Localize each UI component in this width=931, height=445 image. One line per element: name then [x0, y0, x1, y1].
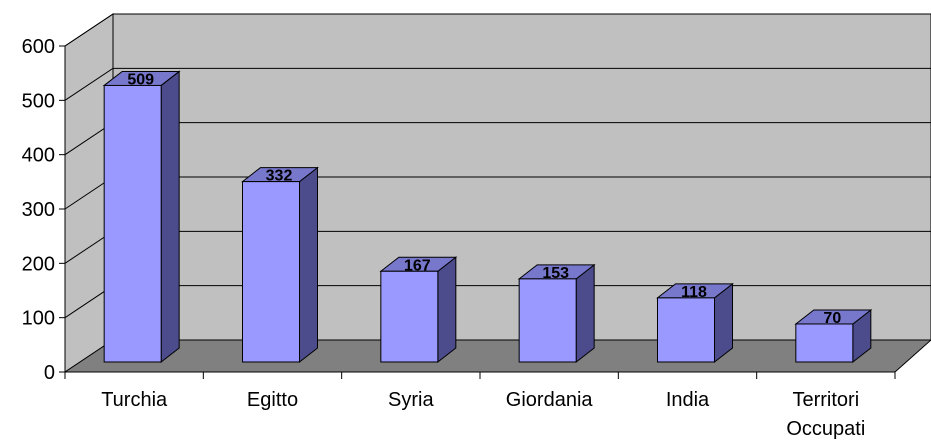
x-tick-label-line: India — [666, 389, 710, 411]
x-tick-label: Giordania — [506, 389, 594, 411]
bar — [242, 181, 300, 363]
y-tick-label: 100 — [22, 308, 55, 330]
data-label: 118 — [681, 284, 707, 301]
x-axis-labels: Turchia Egitto Syria Giordania India Territor… — [101, 389, 865, 440]
bar-side — [575, 263, 595, 364]
bar — [657, 297, 715, 363]
bar — [795, 323, 854, 363]
bar-territori-occupati: 70 — [794, 308, 873, 364]
bar-side — [299, 166, 318, 364]
data-label: 509 — [127, 71, 154, 88]
bar-india: 118 — [656, 282, 734, 364]
y-tick-label: 200 — [22, 253, 55, 275]
data-label: 167 — [404, 257, 431, 274]
data-label: 153 — [542, 265, 569, 282]
bar-side — [437, 256, 457, 364]
bar-giordania: 153 — [517, 263, 596, 364]
x-tick-label-line: Giordania — [506, 389, 594, 411]
bar-turchia: 509 — [102, 70, 181, 364]
y-tick-label: 0 — [44, 362, 55, 384]
y-tick-label: 500 — [22, 90, 55, 112]
bar-side — [160, 70, 180, 364]
gridline — [64, 13, 931, 47]
x-tick-label: Egitto — [247, 389, 298, 411]
y-axis-ticks: 0 100 200 300 400 500 600 — [22, 36, 65, 384]
bars: 509 332 167 153 118 70 — [102, 70, 873, 364]
x-tick-label-line: Egitto — [247, 389, 298, 411]
bar — [518, 278, 577, 363]
x-tick-label: Syria — [388, 389, 434, 411]
bar-egitto: 332 — [241, 166, 319, 364]
bar — [380, 270, 439, 363]
x-tick-label-line: Turchia — [101, 389, 168, 411]
data-label: 332 — [266, 168, 293, 185]
y-tick-label: 300 — [22, 199, 55, 221]
x-tick-label: India — [666, 389, 710, 411]
gridline — [64, 67, 931, 101]
data-label: 70 — [823, 310, 841, 327]
x-tick-label-line: Territori — [792, 389, 859, 411]
y-tick-label: 600 — [22, 36, 55, 58]
x-tick-label: Turchia — [101, 389, 168, 411]
x-tick-label: Territori Occupati — [786, 389, 865, 440]
chart-walls — [63, 13, 931, 373]
bar-syria: 167 — [379, 256, 458, 364]
bar — [103, 84, 162, 363]
y-tick-label: 400 — [22, 145, 55, 167]
x-tick-label-line: Occupati — [786, 418, 865, 440]
x-tick-label-line: Syria — [388, 389, 434, 411]
